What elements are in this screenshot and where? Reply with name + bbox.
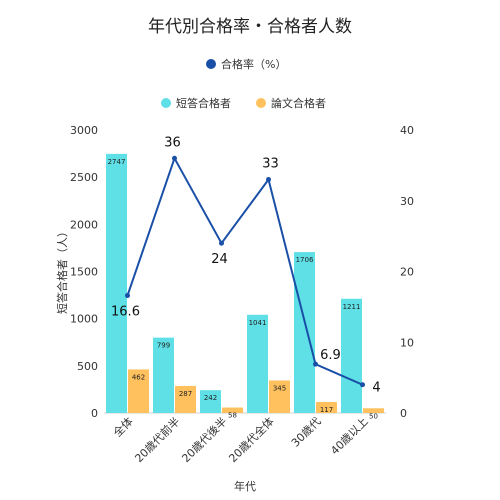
bar-short-answer [294, 252, 315, 413]
y-tick-label: 2500 [70, 171, 98, 184]
legend-essay-label: 論文合格者 [271, 96, 326, 110]
y-axis-left: 0 500 1000 1500 2000 2500 3000 [70, 124, 98, 420]
rate-value-label: 36 [164, 135, 181, 150]
bar-short-answer [153, 337, 174, 413]
bar-value-label: 462 [132, 373, 145, 381]
chart-title: 年代別合格率・合格者人数 [148, 17, 352, 37]
bar-short-answer [247, 314, 268, 413]
bar-value-label: 58 [228, 412, 237, 420]
rate-value-label: 4 [372, 381, 380, 396]
rate-point [219, 240, 224, 246]
bar-value-label: 287 [179, 390, 192, 398]
bar-value-label: 1041 [249, 319, 267, 327]
rate-value-label: 33 [262, 157, 279, 172]
y-tick-label: 0 [91, 407, 98, 420]
x-tick-label: 40歳以上 [328, 415, 370, 457]
legend-bars: 短答合格者 論文合格者 [161, 96, 326, 110]
bar-essay [269, 380, 290, 413]
legend-rate-marker [206, 59, 216, 69]
rate-point [125, 293, 130, 299]
bar-value-label: 345 [273, 384, 286, 392]
legend-rate: 合格率（%） [206, 57, 286, 71]
bar-value-label: 242 [204, 394, 217, 402]
rate-point [172, 155, 177, 161]
bar-short-answer [200, 390, 221, 413]
y2-tick-label: 40 [400, 124, 414, 137]
x-tick-label: 30歳代 [289, 415, 324, 450]
bar-essay [222, 407, 243, 413]
bar-value-label: 799 [157, 342, 170, 350]
x-tick-label: 20歳代全体 [226, 414, 277, 465]
y2-tick-label: 20 [400, 266, 414, 279]
rate-value-label: 16.6 [111, 305, 140, 320]
y-tick-label: 1000 [70, 313, 98, 326]
bar-value-label: 1706 [296, 256, 314, 264]
legend-short-marker [161, 98, 171, 108]
bar-short-answer [341, 298, 362, 413]
y2-tick-label: 30 [400, 195, 414, 208]
rate-line-path [126, 155, 363, 386]
bar-value-label: 117 [320, 406, 333, 414]
bar-short-answer [106, 153, 127, 413]
rate-value-label: 24 [211, 252, 228, 267]
x-tick-label: 20歳代前半 [132, 414, 183, 465]
bar-value-label: 50 [369, 412, 378, 420]
rate-point [360, 382, 365, 388]
rate-value-label: 6.9 [320, 348, 341, 363]
y-tick-label: 1500 [70, 266, 98, 279]
y-tick-label: 3000 [70, 124, 98, 137]
x-tick-label: 20歳代後半 [179, 414, 230, 465]
legend-short-label: 短答合格者 [176, 96, 231, 110]
bars: 2747 799 242 1041 1706 1211 462 287 58 345 117 50 [106, 153, 384, 420]
y-axis-right: 0 10 20 30 40 [400, 124, 414, 420]
x-tick-label: 全体 [110, 414, 135, 439]
bar-essay [363, 408, 384, 413]
bar-essay [175, 385, 196, 413]
bar-essay [128, 369, 149, 413]
y-tick-label: 500 [77, 360, 98, 373]
y2-tick-label: 0 [400, 407, 407, 420]
rate-line: 16.6 36 24 33 6.9 4 [111, 135, 381, 395]
legend-rate-label: 合格率（%） [221, 57, 286, 71]
x-axis-label: 年代 [234, 479, 256, 493]
y-axis-label: 短答合格者（人） [55, 226, 69, 314]
y2-tick-label: 10 [400, 336, 414, 349]
legend-essay-marker [256, 98, 266, 108]
y-tick-label: 2000 [70, 218, 98, 231]
rate-point [313, 361, 318, 367]
bar-value-label: 2747 [108, 158, 126, 166]
bar-value-label: 1211 [343, 303, 361, 311]
bar-essay [316, 401, 337, 413]
rate-point [266, 177, 271, 183]
